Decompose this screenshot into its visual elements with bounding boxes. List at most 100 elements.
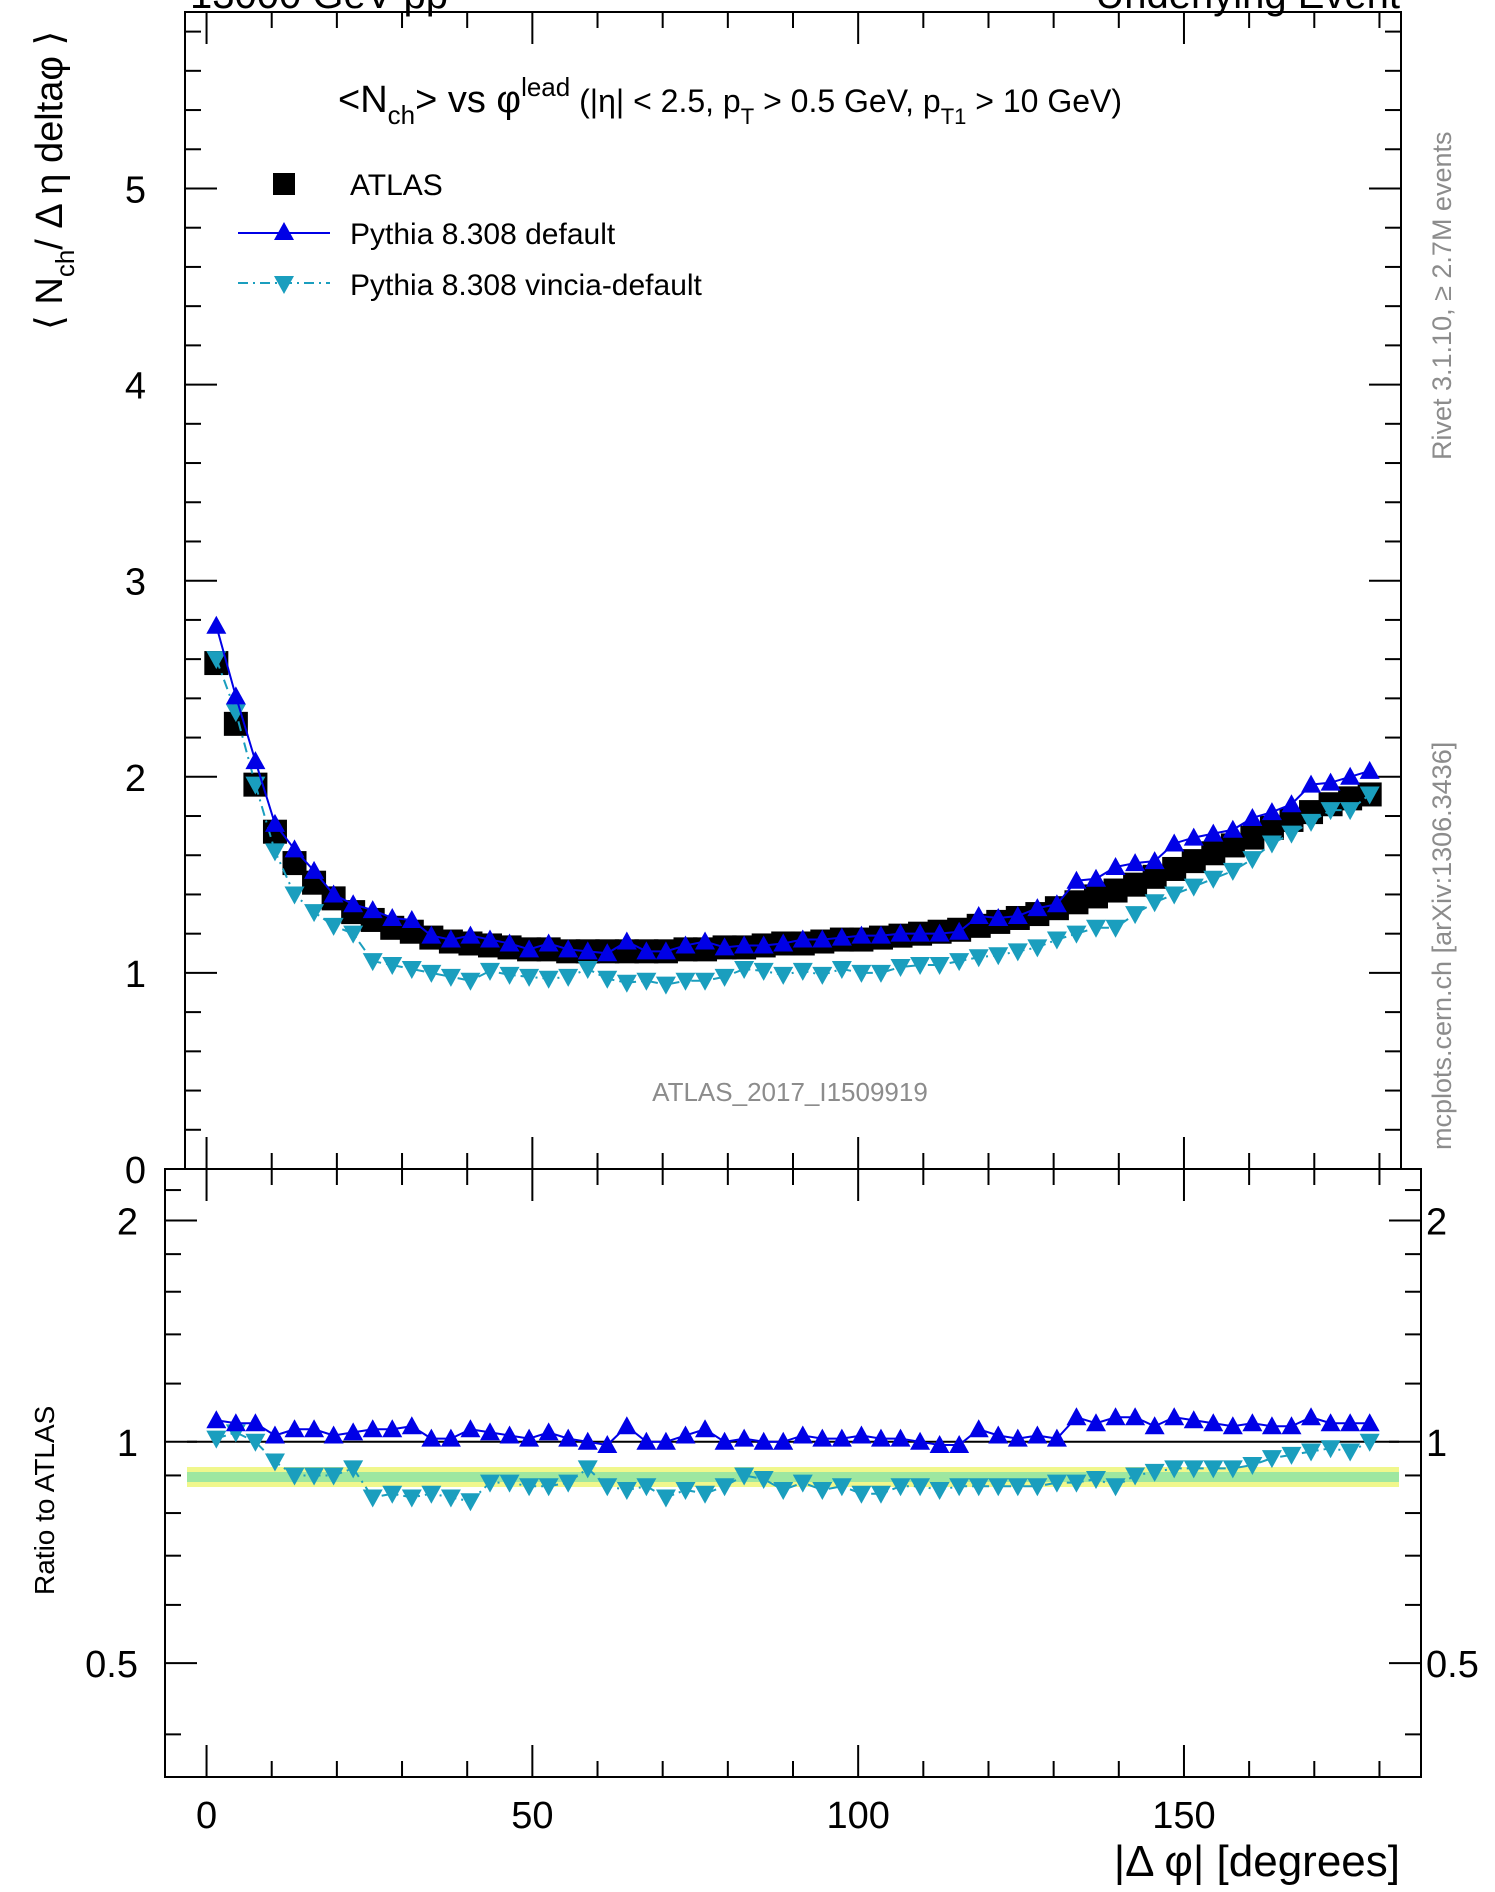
- ratio-vincia-point: [245, 1433, 266, 1452]
- ratio-default-point: [929, 1435, 950, 1454]
- ylabel-pre: ⟨ N: [29, 277, 71, 330]
- ratio-vincia-point: [636, 1478, 657, 1497]
- ratio-default-point: [1027, 1425, 1048, 1444]
- ratio-default-point: [773, 1431, 794, 1450]
- vincia-point: [968, 949, 989, 968]
- ratio-default-point: [480, 1422, 500, 1441]
- default-point: [1027, 898, 1048, 917]
- default-point: [440, 929, 461, 948]
- ratio-default-point: [460, 1419, 481, 1438]
- vincia-point: [1164, 886, 1185, 905]
- ratio-vincia-point: [1203, 1460, 1224, 1479]
- x-tick-label: 100: [826, 1795, 889, 1837]
- default-point: [206, 615, 227, 634]
- ratio-default-point: [1105, 1407, 1126, 1426]
- vincia-point: [304, 904, 325, 923]
- vincia-point: [382, 957, 403, 976]
- vincia-point: [421, 964, 442, 983]
- ratio-vincia-point: [323, 1467, 344, 1486]
- ratio-default-point: [1203, 1413, 1224, 1432]
- ratio-default-point: [949, 1435, 970, 1454]
- vincia-point: [245, 776, 266, 795]
- ratio-vincia-point: [597, 1478, 618, 1497]
- default-point: [1066, 870, 1087, 889]
- vincia-point: [1242, 851, 1263, 870]
- vincia-point: [929, 957, 950, 976]
- default-point: [734, 935, 755, 954]
- ratio-vincia-point: [753, 1471, 774, 1490]
- ratio-default-point: [1340, 1413, 1361, 1432]
- ratio-vincia-point: [1144, 1463, 1165, 1482]
- vincia-point: [1027, 939, 1048, 958]
- default-line: [215, 625, 1370, 955]
- axis-tick-labels: 0 50 100 150 0 1 2 3 4 5 0.5 0.5 1 1 2 2: [85, 169, 1479, 1837]
- vincia-point: [1261, 835, 1282, 854]
- default-point: [499, 933, 520, 952]
- ratio-vincia-point: [1301, 1443, 1322, 1462]
- main-y-axis-label: ⟨ Nch/ Δ η deltaφ ⟩: [29, 31, 80, 330]
- ratio-vincia-point: [616, 1481, 637, 1500]
- ratio-vincia-point: [1281, 1446, 1302, 1465]
- default-point: [792, 929, 813, 948]
- ratio-default-point: [1242, 1413, 1263, 1432]
- x-tick-label: 0: [196, 1795, 217, 1837]
- vincia-point: [401, 960, 422, 979]
- vincia-point: [206, 651, 227, 670]
- ratio-default-point: [264, 1425, 285, 1444]
- vincia-point: [851, 964, 872, 983]
- ratio-default-point: [851, 1425, 872, 1444]
- ratio-vincia-point: [831, 1478, 852, 1497]
- ratio-vincia-point: [910, 1478, 931, 1497]
- title-nch-sub: ch: [388, 100, 415, 130]
- ratio-vincia-point: [792, 1474, 813, 1493]
- ratio-vincia-point: [851, 1485, 872, 1504]
- ratio-vincia-point: [949, 1478, 970, 1497]
- ratio-y-axis-label: Ratio to ATLAS: [29, 1406, 60, 1595]
- x-axis-label: |Δ φ| [degrees]: [1114, 1837, 1400, 1886]
- ratio-y-tick-label: 0.5: [85, 1644, 138, 1686]
- default-point: [225, 686, 246, 705]
- ratio-vincia-point: [1164, 1460, 1185, 1479]
- vincia-point: [773, 966, 794, 985]
- ratio-vincia-point: [362, 1489, 383, 1508]
- default-point: [636, 941, 657, 960]
- ratio-vincia-point: [1183, 1460, 1204, 1479]
- vincia-point: [1320, 802, 1341, 821]
- vincia-point: [675, 972, 696, 991]
- rivet-info: Rivet 3.1.10, ≥ 2.7M events: [1427, 132, 1457, 460]
- default-point: [421, 925, 442, 944]
- vincia-point: [655, 976, 676, 995]
- vincia-point: [714, 968, 735, 987]
- ratio-default-point: [695, 1419, 716, 1438]
- default-point: [284, 839, 305, 858]
- ratio-vincia-point: [1007, 1478, 1028, 1497]
- vincia-point: [870, 964, 891, 983]
- main-y-tick-label: 2: [125, 758, 146, 800]
- ratio-vincia-point: [401, 1489, 422, 1508]
- ratio-vincia-point: [773, 1481, 794, 1500]
- vincia-point: [519, 968, 540, 987]
- ratio-default-point: [1164, 1407, 1185, 1426]
- vincia-point: [499, 966, 520, 985]
- ratio-default-point: [1359, 1413, 1380, 1432]
- header-right: Underlying Event: [1095, 0, 1400, 17]
- default-point: [910, 923, 931, 942]
- default-point: [616, 931, 637, 950]
- default-point: [1281, 794, 1302, 813]
- ratio-vincia-point: [480, 1474, 500, 1493]
- default-point: [1261, 802, 1282, 821]
- vincia-point: [1203, 870, 1224, 889]
- ratio-default-point: [577, 1431, 598, 1450]
- default-point: [362, 900, 383, 919]
- ratio-vincia-point: [714, 1478, 735, 1497]
- vincia-point: [284, 886, 305, 905]
- ratio-vincia-point: [206, 1430, 227, 1449]
- ratio-default-point: [1222, 1416, 1243, 1435]
- ratio-default-point: [1281, 1416, 1302, 1435]
- ratio-default-point: [401, 1416, 422, 1435]
- default-point: [1203, 823, 1224, 842]
- vincia-point: [1125, 906, 1146, 925]
- title-part-1: <N: [338, 79, 388, 121]
- ratio-default-point: [792, 1425, 813, 1444]
- legend-vincia-label: Pythia 8.308 vincia-default: [350, 269, 703, 302]
